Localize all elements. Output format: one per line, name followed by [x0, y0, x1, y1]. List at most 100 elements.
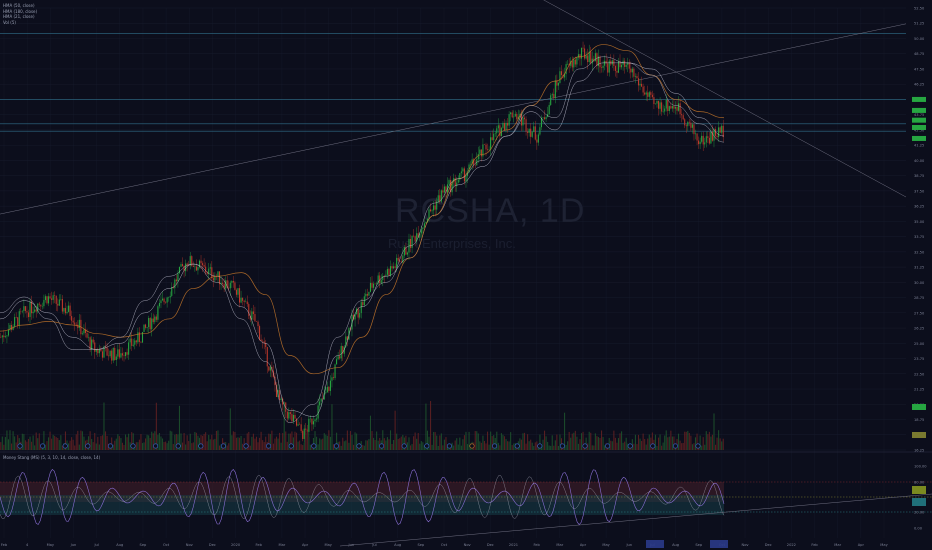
- volume-bar: [343, 441, 345, 450]
- volume-bar: [425, 403, 427, 450]
- candle-body: [422, 227, 424, 230]
- candle-body: [537, 134, 539, 143]
- legend-line-3[interactable]: HMA (21, close): [3, 14, 35, 19]
- volume-bar: [137, 442, 139, 450]
- candle-body: [517, 116, 519, 120]
- price-tag: [912, 117, 926, 123]
- volume-bar: [158, 433, 160, 450]
- volume-bar: [408, 437, 410, 450]
- volume-bar: [510, 432, 512, 450]
- volume-bar: [212, 439, 214, 450]
- volume-bar: [275, 436, 278, 450]
- candle-body: [722, 125, 724, 138]
- volume-bar: [582, 431, 584, 450]
- candle-body: [699, 141, 701, 145]
- time-tick-label: Sep: [417, 543, 424, 547]
- candle-body: [209, 267, 211, 269]
- price-tick-label: 36.25: [914, 205, 924, 209]
- price-tick-label: 37.50: [914, 189, 925, 193]
- candle-body: [591, 58, 593, 64]
- candle-body: [121, 353, 124, 356]
- oscillator-tag: [912, 486, 926, 494]
- legend-line-4[interactable]: Vol (5): [3, 19, 16, 25]
- candle-body: [360, 302, 362, 314]
- volume-bar: [379, 437, 381, 450]
- volume-bar: [465, 431, 467, 450]
- candle-body: [26, 311, 28, 313]
- candle-body: [218, 271, 221, 285]
- price-tag: [912, 96, 926, 102]
- candle-body: [69, 305, 71, 317]
- volume-bar: [547, 441, 549, 450]
- oscillator-tick-label: 20.00: [914, 511, 925, 515]
- volume-bar: [505, 439, 507, 450]
- time-tick-label: Dec: [209, 543, 216, 547]
- candle-body: [316, 418, 318, 420]
- volume-bar: [189, 433, 191, 450]
- candle-body: [172, 287, 174, 289]
- candle-body: [385, 274, 387, 276]
- volume-bar: [426, 430, 429, 450]
- candle-body: [91, 339, 93, 350]
- candle-body: [294, 414, 296, 419]
- volume-bar: [616, 442, 618, 450]
- volume-bar: [508, 441, 510, 450]
- candle-body: [108, 355, 110, 357]
- candle-body: [647, 92, 649, 97]
- volume-bar: [188, 441, 190, 450]
- volume-bar: [651, 432, 653, 450]
- candle-body: [104, 346, 107, 348]
- volume-bar: [690, 435, 692, 450]
- candle-body: [101, 351, 103, 358]
- candle-body: [351, 314, 353, 330]
- event-marker: [559, 443, 565, 449]
- volume-bar: [397, 438, 399, 450]
- candle-body: [490, 137, 492, 150]
- candle-body: [491, 137, 493, 141]
- candle-body: [386, 269, 388, 275]
- volume-bar: [519, 438, 521, 450]
- candle-body: [636, 76, 638, 79]
- volume-bar: [483, 440, 486, 450]
- volume-bar: [215, 430, 217, 450]
- legend-line-2[interactable]: HMA (180, close): [3, 8, 38, 14]
- oscillator-tick-label: 80.00: [914, 481, 925, 485]
- volume-bar: [92, 442, 94, 450]
- candle-body: [670, 106, 672, 109]
- candle-body: [312, 421, 315, 425]
- volume-bar: [488, 444, 490, 450]
- candle-body: [23, 306, 25, 312]
- volume-bar: [682, 442, 684, 450]
- event-marker: [198, 443, 204, 449]
- price-tick-label: 16.25: [914, 449, 924, 453]
- volume-bar: [639, 438, 641, 450]
- candle-body: [520, 113, 522, 126]
- volume-bar: [217, 430, 219, 450]
- candle-body: [382, 275, 384, 281]
- candle-body: [135, 340, 137, 343]
- time-tick-label: Aug: [672, 543, 679, 547]
- price-tick-label: 33.75: [914, 235, 924, 239]
- volume-bar: [544, 430, 546, 450]
- indicator-legend: HMA (50, close) HMA (180, close) HMA (21…: [3, 3, 37, 25]
- candle-body: [514, 113, 516, 117]
- volume-bar: [220, 444, 222, 450]
- price-tick-label: 18.75: [914, 418, 924, 422]
- legend-line-1[interactable]: HMA (50, close): [3, 3, 35, 8]
- candle-body: [354, 313, 356, 320]
- candle-body: [466, 172, 469, 177]
- volume-bar: [565, 445, 567, 450]
- volume-bar: [657, 437, 660, 450]
- candle-body: [192, 265, 194, 267]
- candle-body: [682, 115, 684, 120]
- price-tick-label: 23.75: [914, 357, 924, 361]
- volume-bar: [633, 443, 635, 450]
- candle-body: [92, 339, 94, 343]
- oscillator-legend[interactable]: Money Stang (MS) (5, 3, 10, 14, close, c…: [3, 455, 101, 460]
- candle-body: [155, 316, 157, 320]
- candle-body: [71, 316, 73, 321]
- volume-bar: [453, 445, 455, 450]
- candle-body: [161, 298, 164, 301]
- price-tick-label: 41.25: [914, 144, 924, 148]
